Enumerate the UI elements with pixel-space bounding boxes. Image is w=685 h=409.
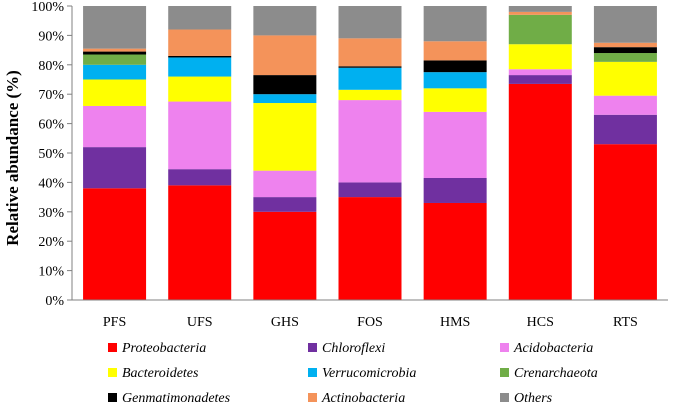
bar-segment-rts-crenarchaeota bbox=[593, 53, 657, 62]
bar-segment-ufs-bacteroidetes bbox=[168, 76, 232, 102]
y-axis-title: Relative abundance (%) bbox=[3, 70, 22, 246]
bar-segment-ufs-verrucomicrobia bbox=[168, 57, 232, 77]
y-tick-label: 0% bbox=[45, 294, 64, 309]
bar-segment-hcs-actinobacteria bbox=[508, 11, 572, 15]
bar-segment-fos-chloroflexi bbox=[338, 182, 402, 198]
legend-swatch-acidobacteria bbox=[500, 343, 509, 352]
bar-segment-ghs-others bbox=[253, 6, 317, 36]
x-tick-label: HMS bbox=[440, 315, 470, 330]
y-tick-label: 40% bbox=[38, 176, 64, 191]
bar-segment-hms-verrucomicrobia bbox=[423, 72, 487, 89]
legend-label: Genmatimonadetes bbox=[122, 391, 231, 406]
bar-segment-ufs-gemmatimonadetes bbox=[168, 55, 232, 58]
y-tick-label: 60% bbox=[38, 118, 64, 133]
legend-label: Bacteroidetes bbox=[122, 366, 199, 381]
x-tick-label: HCS bbox=[527, 315, 554, 330]
bar-segment-pfs-actinobacteria bbox=[83, 48, 147, 52]
bar-segment-hcs-chloroflexi bbox=[508, 75, 572, 84]
legend-swatch-gemmatimonadetes bbox=[108, 393, 117, 402]
legend-label: Verrucomicrobia bbox=[322, 366, 416, 381]
bar-segment-pfs-acidobacteria bbox=[83, 105, 147, 148]
bar-segment-pfs-gemmatimonadetes bbox=[83, 51, 147, 55]
bar-segment-rts-gemmatimonadetes bbox=[593, 47, 657, 54]
bar-segment-hcs-bacteroidetes bbox=[508, 44, 572, 70]
bar-segment-ufs-acidobacteria bbox=[168, 101, 232, 170]
bar-segment-fos-gemmatimonadetes bbox=[338, 66, 402, 68]
bar-segment-ufs-proteobacteria bbox=[168, 185, 232, 300]
bar-segment-fos-actinobacteria bbox=[338, 38, 402, 67]
bar-segment-rts-actinobacteria bbox=[593, 42, 657, 48]
bar-segment-pfs-crenarchaeota bbox=[83, 54, 147, 65]
y-tick-label: 30% bbox=[38, 206, 64, 221]
bar-segment-rts-acidobacteria bbox=[593, 95, 657, 115]
bar-segment-ghs-proteobacteria bbox=[253, 211, 317, 300]
bar-segment-hms-actinobacteria bbox=[423, 41, 487, 61]
legend-swatch-crenarchaeota bbox=[500, 368, 509, 377]
x-tick-label: RTS bbox=[613, 315, 638, 330]
x-tick-label: GHS bbox=[271, 315, 299, 330]
legend-swatch-actinobacteria bbox=[308, 393, 317, 402]
bar-segment-rts-others bbox=[593, 6, 657, 43]
bar-segment-rts-proteobacteria bbox=[593, 144, 657, 300]
bar-segment-ufs-chloroflexi bbox=[168, 169, 232, 186]
y-tick-label: 100% bbox=[31, 0, 64, 15]
bar-segment-pfs-proteobacteria bbox=[83, 188, 147, 300]
bar-segment-fos-verrucomicrobia bbox=[338, 67, 402, 90]
legend-label: Acidobacteria bbox=[513, 341, 593, 356]
y-tick-label: 70% bbox=[38, 88, 64, 103]
legend-label: Chloroflexi bbox=[322, 341, 385, 356]
bar-segment-hcs-others bbox=[508, 6, 572, 12]
bar-segment-hcs-proteobacteria bbox=[508, 83, 572, 300]
legend-label: Crenarchaeota bbox=[514, 366, 598, 381]
legend-swatch-chloroflexi bbox=[308, 343, 317, 352]
bar-segment-ghs-acidobacteria bbox=[253, 170, 317, 198]
bar-segment-pfs-chloroflexi bbox=[83, 147, 147, 189]
bar-segment-ufs-actinobacteria bbox=[168, 29, 232, 56]
x-tick-label: UFS bbox=[187, 315, 213, 330]
legend-swatch-verrucomicrobia bbox=[308, 368, 317, 377]
bar-segment-hms-proteobacteria bbox=[423, 202, 487, 300]
bar-segment-hms-acidobacteria bbox=[423, 111, 487, 178]
bar-segment-hcs-crenarchaeota bbox=[508, 14, 572, 45]
bar-segment-ufs-others bbox=[168, 6, 232, 30]
x-tick-label: PFS bbox=[103, 315, 126, 330]
bar-segment-pfs-verrucomicrobia bbox=[83, 64, 147, 80]
bar-segment-hms-bacteroidetes bbox=[423, 88, 487, 112]
legend-swatch-bacteroidetes bbox=[108, 368, 117, 377]
legend-swatch-proteobacteria bbox=[108, 343, 117, 352]
bar-segment-fos-proteobacteria bbox=[338, 197, 402, 300]
bar-segment-ghs-gemmatimonadetes bbox=[253, 75, 317, 95]
bar-segment-fos-bacteroidetes bbox=[338, 89, 402, 101]
bar-segment-hms-chloroflexi bbox=[423, 177, 487, 203]
legend-label: Proteobacteria bbox=[121, 341, 206, 356]
y-tick-label: 90% bbox=[38, 29, 64, 44]
y-tick-label: 50% bbox=[38, 147, 64, 162]
x-tick-label: FOS bbox=[357, 315, 383, 330]
legend-label: Actinobacteria bbox=[321, 391, 405, 406]
bar-segment-ghs-verrucomicrobia bbox=[253, 94, 317, 104]
legend-swatch-others bbox=[500, 393, 509, 402]
bar-segment-hcs-acidobacteria bbox=[508, 69, 572, 76]
bar-segment-hms-others bbox=[423, 6, 487, 42]
bar-segment-rts-bacteroidetes bbox=[593, 61, 657, 96]
bar-segment-pfs-bacteroidetes bbox=[83, 79, 147, 106]
legend-label: Others bbox=[514, 391, 553, 406]
bar-segment-ghs-bacteroidetes bbox=[253, 103, 317, 171]
y-tick-label: 10% bbox=[38, 265, 64, 280]
bar-segment-ghs-actinobacteria bbox=[253, 35, 317, 76]
bar-segment-fos-others bbox=[338, 6, 402, 39]
plot-area: 0% 10% 20% 30% 40% 50% 60% 70% 80% 90% 100% PFS UFS G… bbox=[31, 0, 668, 330]
bar-segment-rts-chloroflexi bbox=[593, 114, 657, 145]
y-tick-label: 20% bbox=[38, 235, 64, 250]
bar-segment-hms-gemmatimonadetes bbox=[423, 60, 487, 73]
y-tick-label: 80% bbox=[38, 59, 64, 74]
bar-segment-ghs-chloroflexi bbox=[253, 197, 317, 212]
bar-segment-fos-acidobacteria bbox=[338, 100, 402, 183]
legend: Proteobacteria Chloroflexi Acidobacteria Ba… bbox=[108, 341, 598, 406]
bar-segment-pfs-others bbox=[83, 6, 147, 49]
